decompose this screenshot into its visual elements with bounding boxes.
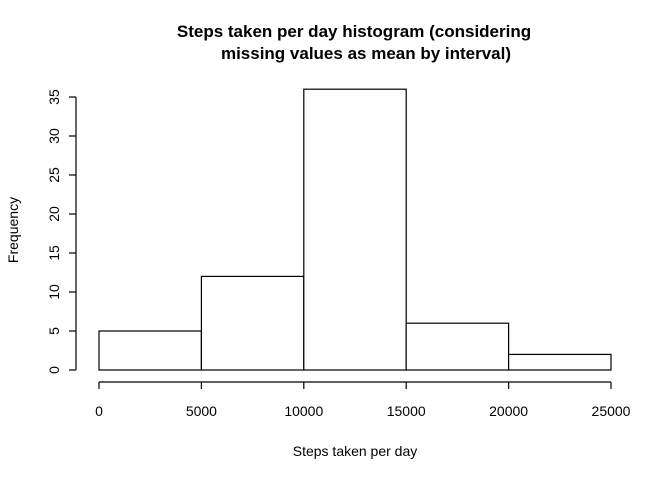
y-axis: 0 5 10 15 20 25 30 35 (46, 89, 77, 374)
y-tick-label-0: 0 (46, 366, 62, 374)
histogram-bars (98, 88, 612, 371)
chart-title-line-1: Steps taken per day histogram (consideri… (177, 22, 531, 41)
x-axis-label: Steps taken per day (293, 443, 418, 459)
x-axis: 0 5000 10000 15000 20000 25000 (95, 381, 631, 419)
x-tick-label-3: 15000 (387, 403, 426, 419)
y-axis-label: Frequency (5, 197, 21, 263)
chart-title-line-2: missing values as mean by interval) (221, 44, 511, 63)
x-tick-label-1: 5000 (186, 403, 217, 419)
histogram-bar-2 (303, 88, 407, 371)
x-tick-label-5: 25000 (592, 403, 631, 419)
histogram-bar-0 (98, 330, 203, 371)
histogram-bar-1 (200, 275, 305, 371)
y-tick-label-4: 20 (46, 206, 62, 222)
x-tick-label-0: 0 (95, 403, 103, 419)
y-tick-label-2: 10 (46, 284, 62, 300)
y-tick-label-1: 5 (46, 327, 62, 335)
y-tick-label-5: 25 (46, 167, 62, 183)
x-tick-label-2: 10000 (284, 403, 323, 419)
histogram-bar-3 (405, 322, 510, 371)
histogram-bar-4 (508, 353, 612, 371)
x-tick-label-4: 20000 (489, 403, 528, 419)
y-tick-label-3: 15 (46, 245, 62, 261)
y-tick-label-6: 30 (46, 128, 62, 144)
y-tick-label-7: 35 (46, 89, 62, 105)
